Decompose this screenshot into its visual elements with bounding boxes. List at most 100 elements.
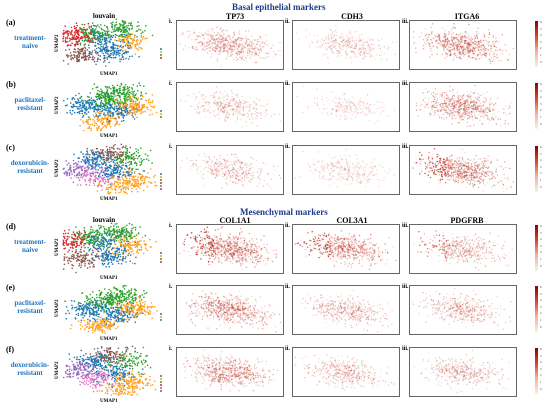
expression-cell-point [249,110,251,112]
expression-cell-point [456,41,459,43]
louvain-cell-point [126,100,128,102]
expression-cell-point [346,100,349,102]
expression-cell-point [251,52,254,54]
louvain-cell-point [98,35,101,38]
expression-cell-point [490,57,492,60]
expression-cell-point [324,42,327,45]
louvain-cell-point [99,121,102,123]
expression-cell-point [472,110,475,113]
expression-cell-point [254,61,256,64]
expression-cell-point [308,33,311,35]
expression-cell-point [325,49,328,51]
expression-cell-point [226,50,228,52]
expression-cell-point [261,42,264,44]
expression-cell-point [443,45,446,47]
louvain-cell-point [73,51,75,53]
expression-cell-point [253,39,255,41]
expression-cell-point [228,44,230,47]
expression-cell-point [443,97,445,99]
expression-cell-point [335,110,338,113]
expression-cell-point [479,119,481,122]
louvain-cell-point [110,35,112,37]
expression-cell-point [488,33,491,36]
expression-cell-point [241,48,243,51]
expression-cell-point [444,36,446,38]
expression-cell-point [224,43,227,45]
expression-cell-point [430,50,433,53]
expression-cell-point [372,40,374,42]
expression-cell-point [345,101,347,103]
expression-cell-point [348,104,351,107]
expression-cell-point [229,54,232,56]
expression-cell-point [452,112,455,114]
expression-cell-point [327,46,330,48]
louvain-cell-point [110,95,112,97]
expression-cell-point [448,49,450,52]
louvain-cell-point [109,40,111,42]
expression-cell-point [237,103,239,105]
expression-cell-point [473,40,476,42]
expression-cell-point [456,49,459,52]
louvain-cell-point [123,22,126,25]
expression-cell-point [489,63,492,65]
louvain-cell-point [141,179,143,182]
louvain-cell-point [109,120,112,122]
expression-cell-point [214,42,216,44]
louvain-cell-point [120,39,123,42]
expression-cell-point [217,104,220,106]
louvain-cell-point [114,124,116,127]
expression-cell-point [237,50,240,53]
expression-cell-point [196,34,198,37]
louvain-cell-point [66,40,69,43]
expression-cell-point [231,48,234,51]
louvain-cell-point [108,102,110,105]
expression-cell-point [331,49,333,51]
expression-cell-point [224,47,226,49]
expression-cell-point [380,58,383,60]
expression-cell-point [367,37,369,39]
expression-cell-point [248,101,250,104]
expression-cell-point [444,99,446,101]
expression-cell-point [452,39,454,41]
expression-cell-point [213,42,215,44]
expression-cell-point [351,101,354,103]
expression-cell-point [363,101,365,104]
louvain-cell-point [147,172,149,174]
louvain-cell-point [103,24,106,27]
expression-cell-point [457,100,459,102]
expression-cell-point [448,102,450,105]
louvain-cell-point [73,48,76,50]
louvain-cell-point [82,36,84,39]
expression-cell-point [195,46,198,49]
louvain-umap-plot [63,82,158,132]
expression-cell-point [348,103,350,105]
louvain-cell-point [93,107,95,109]
expression-cell-point [480,54,483,56]
expression-cell-point [227,105,229,107]
colorbar-tick-label: 4 [540,33,542,38]
expression-cell-point [357,111,359,114]
expression-cell-point [336,109,338,111]
expression-cell-point [229,105,231,107]
expression-cell-point [338,43,340,45]
expression-cell-point [448,45,450,48]
expression-cell-point [474,97,477,99]
expression-cell-point [463,111,466,113]
expression-cell-point [362,111,364,113]
expression-cell-point [417,115,419,117]
expression-cell-point [493,45,495,47]
expression-cell-point [507,59,509,61]
louvain-cell-point [78,56,81,58]
louvain-cell-point [92,114,95,117]
louvain-cell-point [101,117,104,119]
expression-cell-point [345,107,348,110]
expression-cell-point [449,98,451,101]
expression-cell-point [431,53,433,56]
expression-cell-point [495,54,498,56]
louvain-cell-point [91,27,94,30]
louvain-cell-point [81,177,84,179]
louvain-cell-point [129,170,132,172]
expression-cell-point [445,110,448,112]
row-letter: (b) [6,80,16,89]
expression-cell-point [221,35,223,37]
